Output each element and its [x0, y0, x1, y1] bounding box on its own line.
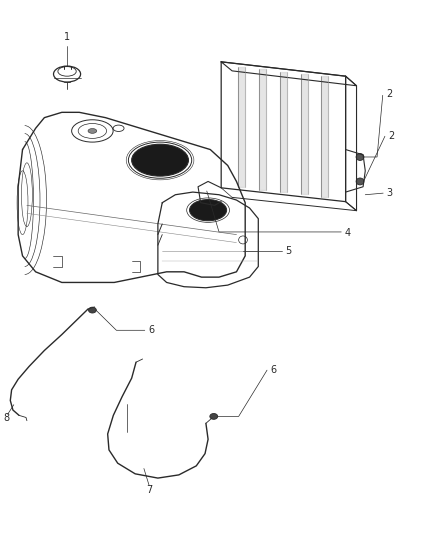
- Text: 2: 2: [386, 89, 392, 99]
- Ellipse shape: [88, 128, 97, 133]
- Ellipse shape: [88, 307, 96, 313]
- Text: 5: 5: [286, 246, 292, 255]
- Polygon shape: [321, 76, 328, 197]
- Ellipse shape: [190, 199, 226, 221]
- Ellipse shape: [132, 144, 188, 176]
- Text: 6: 6: [271, 365, 277, 375]
- Text: 1: 1: [64, 32, 70, 42]
- Polygon shape: [238, 67, 245, 188]
- Text: 6: 6: [148, 325, 154, 335]
- Text: 8: 8: [3, 413, 9, 423]
- Ellipse shape: [356, 178, 364, 185]
- Text: 4: 4: [345, 228, 351, 238]
- Text: 7: 7: [146, 485, 152, 495]
- Polygon shape: [300, 74, 307, 195]
- Ellipse shape: [356, 154, 364, 160]
- Polygon shape: [259, 69, 266, 190]
- Text: 2: 2: [389, 131, 395, 141]
- Ellipse shape: [210, 414, 218, 419]
- Polygon shape: [280, 71, 287, 192]
- Text: 3: 3: [387, 188, 393, 198]
